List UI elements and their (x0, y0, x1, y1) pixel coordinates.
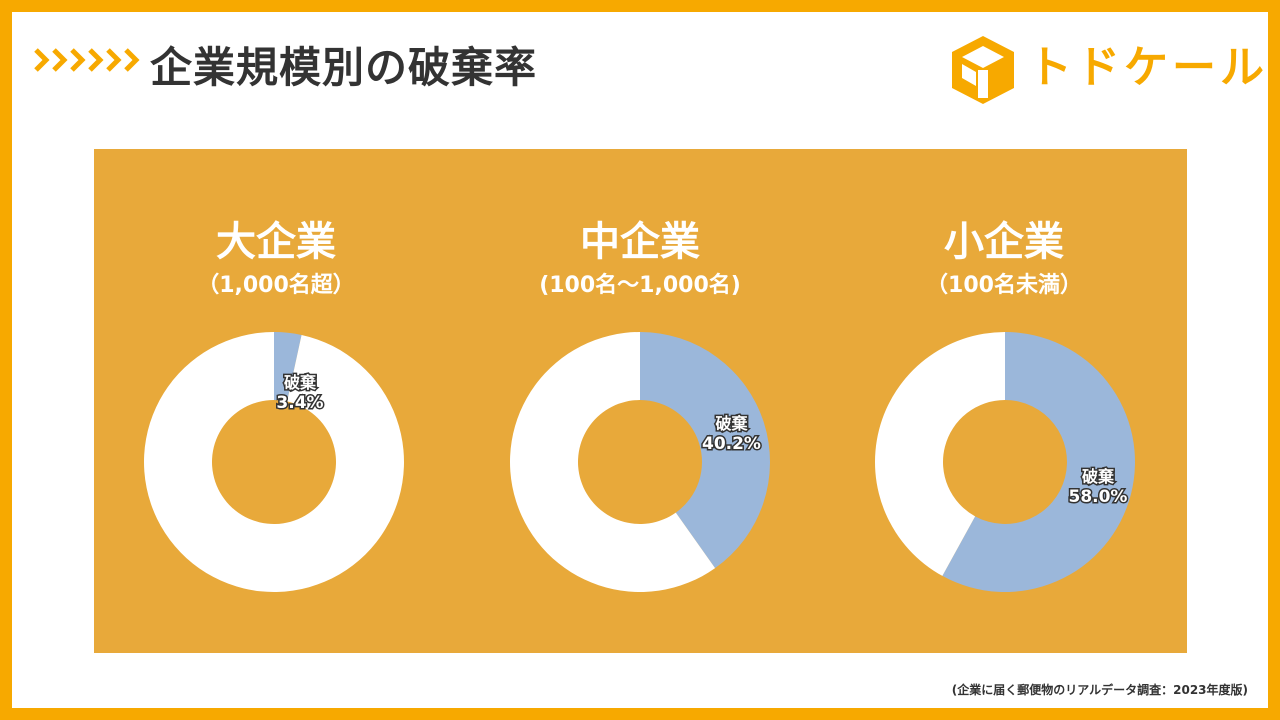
logo-text: トドケール (1028, 42, 1268, 93)
pie-slice-other (143, 332, 404, 592)
pie-slice-other (510, 332, 716, 592)
chart-title: 大企業 (216, 219, 336, 265)
slice-value-label: 58.0% (1068, 487, 1127, 507)
pie-slice-discard (640, 332, 770, 569)
source-footnote: (企業に届く郵便物のリアルデータ調査：2023年度版) (951, 683, 1248, 697)
brand-logo: トドケール (948, 30, 1264, 110)
chart-group-large: 大企業 （1,000名超） 破棄 3.4% (94, 149, 458, 653)
donut-chart-large: 破棄3.4% (143, 332, 404, 592)
box-logo-icon (952, 36, 1014, 104)
page-title: 企業規模別の破棄率 (150, 43, 538, 92)
pie-slice-discard (274, 332, 302, 402)
slice-value-label: 40.2% (702, 434, 761, 454)
slice-label: 破棄 (715, 414, 748, 433)
slice-label: 破棄 (1082, 467, 1115, 486)
pie-slice-other (875, 332, 1005, 576)
chart-subtitle: （1,000名超） (197, 273, 355, 298)
chart-group-small: 小企業 （100名未満） 破棄 58.0% (822, 149, 1186, 653)
chart-title: 小企業 (944, 219, 1064, 265)
chevron-right-icon (34, 48, 140, 72)
pie-slice-discard (942, 332, 1135, 592)
slice-value-label: 3.4% (276, 393, 323, 413)
chart-subtitle: （100名未満） (926, 273, 1082, 298)
slice-label: 破棄 (284, 373, 317, 392)
page-frame: 企業規模別の破棄率 トドケール 大企業 （1,000名超） 破棄 3.4% 中企業… (12, 12, 1268, 708)
chart-panel: 大企業 （1,000名超） 破棄 3.4% 中企業 (100名～1,000名) 破… (94, 149, 1187, 653)
chart-subtitle: (100名～1,000名) (539, 273, 741, 298)
chart-title: 中企業 (580, 219, 700, 265)
chart-group-medium: 中企業 (100名～1,000名) 破棄 40.2% (458, 149, 822, 653)
